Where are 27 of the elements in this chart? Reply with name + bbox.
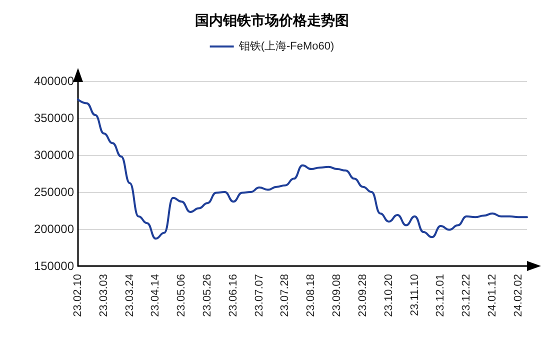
x-tick-label: 23.07.28 — [279, 274, 292, 317]
x-tick-label: 23.03.24 — [124, 274, 136, 317]
y-tick-label: 150000 — [34, 259, 74, 273]
x-tick-label: 23.03.03 — [98, 274, 110, 317]
x-tick-label: 23.05.26 — [202, 274, 214, 317]
x-tick-label: 24.01.12 — [486, 274, 498, 317]
y-tick-label: 200000 — [34, 222, 74, 236]
x-tick-label: 23.02.10 — [72, 274, 84, 317]
y-tick-label: 400000 — [34, 74, 74, 88]
x-tick-label: 23.12.22 — [460, 274, 473, 317]
x-tick-label: 23.05.06 — [176, 274, 188, 317]
x-tick-label: 23.04.14 — [150, 274, 162, 317]
x-tick-label: 23.06.16 — [227, 274, 240, 317]
x-tick-label: 23.09.28 — [356, 274, 369, 317]
x-tick-label: 23.10.20 — [382, 274, 395, 317]
x-tick-label: 23.12.01 — [434, 274, 447, 317]
x-tick-label: 23.08.18 — [305, 274, 318, 317]
x-tick-label: 24.02.02 — [512, 274, 524, 317]
line-series — [77, 98, 528, 240]
chart-title: 国内钼铁市场价格走势图 — [195, 12, 349, 28]
y-tick-label: 350000 — [34, 111, 74, 125]
y-tick-label: 300000 — [34, 148, 74, 162]
x-tick-label: 23.07.07 — [253, 274, 266, 317]
x-tick-label: 23.11.10 — [408, 274, 421, 316]
legend-label: 钼铁(上海-FeMo60) — [238, 40, 334, 52]
y-tick-label: 250000 — [34, 185, 74, 199]
x-tick-label: 23.09.08 — [331, 274, 344, 317]
